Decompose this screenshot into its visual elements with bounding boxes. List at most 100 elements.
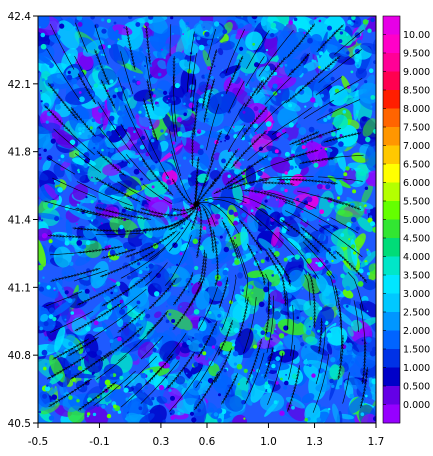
field-speck (320, 318, 326, 324)
field-speck (50, 399, 53, 402)
field-patch (360, 42, 376, 55)
streamline (97, 101, 130, 150)
field-speck (213, 65, 216, 67)
field-speck (329, 203, 335, 208)
field-speck (356, 330, 360, 334)
colorbar-segment (383, 367, 400, 387)
field-speck (162, 419, 166, 423)
field-speck (351, 360, 354, 364)
streamline (164, 234, 192, 286)
y-tick-label: 41.1 (8, 282, 31, 294)
streamline (218, 320, 233, 356)
field-speck (78, 127, 82, 131)
field-speck (275, 356, 281, 362)
field-speck (133, 168, 140, 175)
field-speck (168, 388, 172, 392)
field-speck (176, 117, 182, 123)
streamline (186, 31, 195, 92)
streamline (221, 373, 239, 405)
field-speck (182, 33, 184, 35)
field-patch (350, 319, 363, 332)
field-speck (264, 65, 270, 71)
streamline (120, 288, 147, 309)
field-speck (189, 379, 192, 382)
field-speck (48, 239, 53, 244)
field-speck (231, 343, 236, 347)
field-speck (44, 385, 51, 392)
field-speck (43, 148, 47, 152)
field-speck (133, 75, 136, 78)
field-speck (138, 406, 143, 411)
field-speck (96, 404, 100, 408)
streamline (47, 235, 84, 237)
field-patch (357, 217, 373, 232)
field-speck (193, 309, 200, 315)
streamline (142, 183, 172, 204)
field-speck (191, 417, 197, 423)
streamline (146, 26, 150, 65)
field-speck (251, 16, 258, 20)
field-patch (38, 169, 49, 181)
field-speck (64, 272, 67, 275)
field-speck (197, 408, 201, 413)
field-speck (188, 174, 192, 178)
field-speck (169, 327, 173, 331)
field-speck (233, 327, 240, 333)
field-speck (39, 326, 44, 331)
streamline (212, 199, 262, 227)
field-speck (93, 181, 97, 185)
field-speck (218, 393, 221, 397)
field-speck (55, 303, 59, 307)
field-speck (331, 279, 336, 284)
field-speck (286, 293, 292, 299)
field-speck (136, 306, 139, 309)
field-speck (332, 321, 335, 324)
field-speck (218, 89, 221, 92)
field-speck (137, 402, 143, 408)
streamline (312, 354, 330, 413)
streamline (117, 309, 146, 333)
field-speck (239, 23, 244, 28)
field-speck (46, 346, 48, 349)
field-speck (191, 132, 197, 138)
streamline (169, 24, 172, 57)
field-speck (310, 97, 316, 103)
field-speck (288, 20, 294, 25)
field-speck (143, 308, 148, 313)
streamline (286, 23, 316, 59)
field-speck (169, 412, 172, 415)
colorbar-segment (383, 90, 400, 109)
field-speck (284, 380, 289, 386)
field-patch (117, 226, 126, 238)
field-speck (260, 20, 267, 27)
colorbar-segment (383, 164, 400, 183)
field-speck (229, 246, 232, 248)
field-speck (252, 307, 255, 310)
streamline (235, 243, 249, 303)
field-speck (347, 19, 352, 25)
field-speck (265, 34, 270, 39)
colorbar-label: 5.500 (403, 197, 430, 208)
field-patch (217, 47, 224, 56)
field-speck (101, 404, 106, 409)
streamline (101, 79, 116, 109)
field-speck (253, 123, 259, 129)
field-speck (186, 339, 192, 346)
field-speck (138, 47, 143, 52)
field-speck (61, 287, 65, 290)
field-speck (52, 316, 57, 322)
field-speck (78, 91, 82, 94)
field-speck (223, 246, 229, 253)
field-speck (92, 412, 97, 417)
field-speck (323, 336, 328, 342)
field-speck (160, 258, 164, 263)
field-speck (228, 209, 234, 215)
field-speck (208, 311, 212, 315)
field-speck (301, 67, 308, 74)
field-speck (366, 248, 369, 251)
field-speck (145, 48, 151, 53)
field-patch (241, 390, 253, 406)
field-speck (185, 372, 188, 375)
streamline (202, 196, 247, 204)
